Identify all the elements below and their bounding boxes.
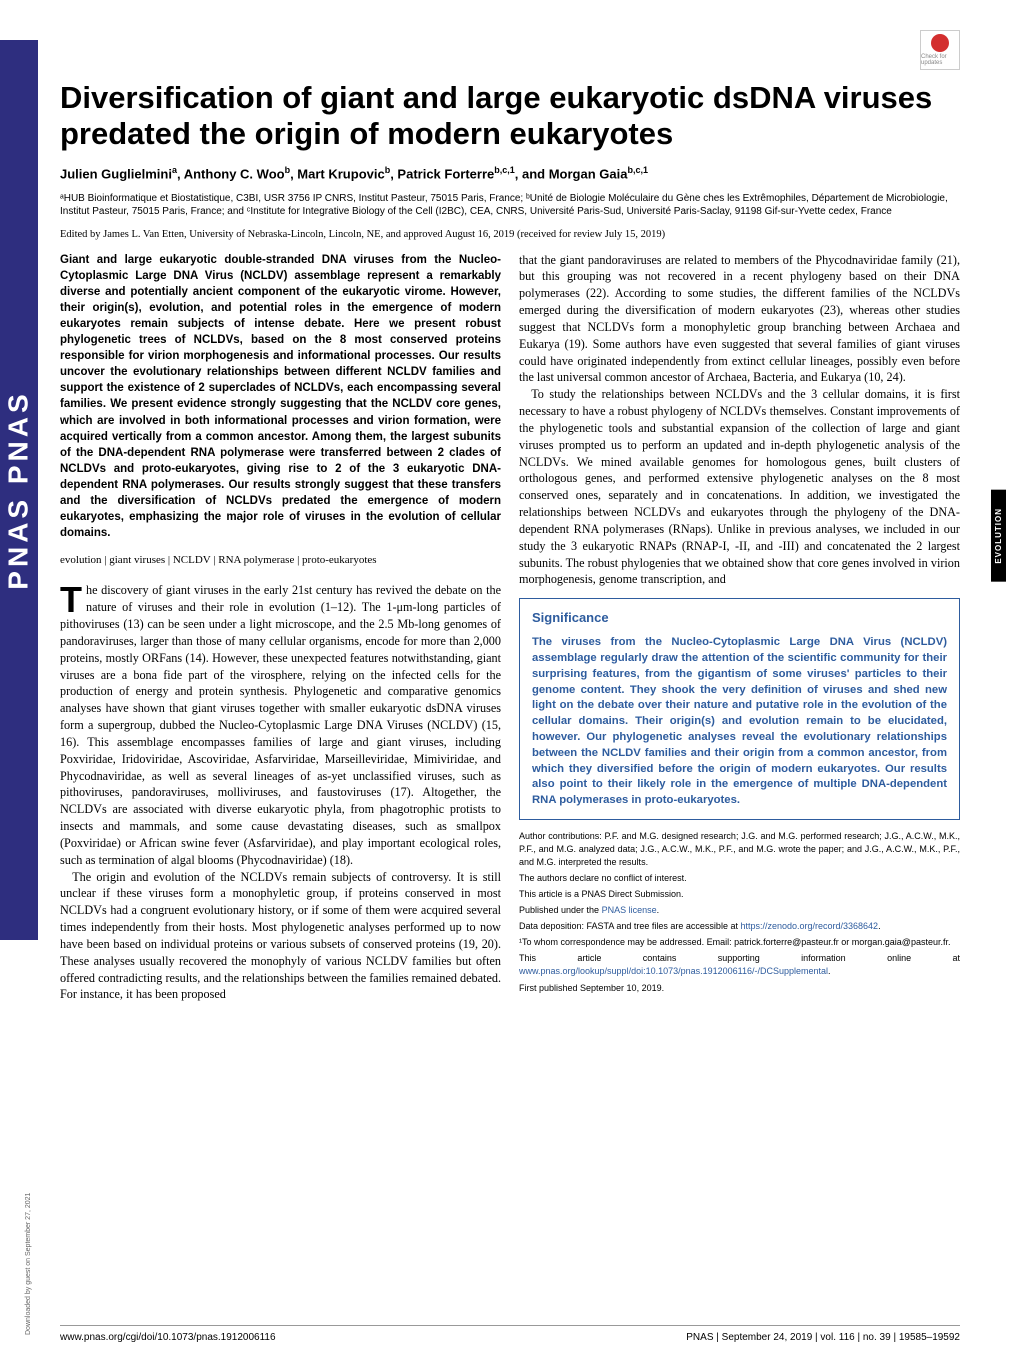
article-title: Diversification of giant and large eukar… xyxy=(60,80,960,151)
check-updates-badge[interactable]: Check for updates xyxy=(920,30,960,70)
left-column: Giant and large eukaryotic double-strand… xyxy=(60,252,501,1004)
page-content: Diversification of giant and large eukar… xyxy=(60,80,960,1003)
license-line: Published under the PNAS license. xyxy=(519,904,960,917)
direct-submission: This article is a PNAS Direct Submission… xyxy=(519,888,960,901)
footer-citation: PNAS | September 24, 2019 | vol. 116 | n… xyxy=(686,1332,960,1343)
body-paragraph-2: The origin and evolution of the NCLDVs r… xyxy=(60,869,501,1004)
section-label: EVOLUTION xyxy=(991,490,1006,582)
supp-info: This article contains supporting informa… xyxy=(519,952,960,978)
correspondence: ¹To whom correspondence may be addressed… xyxy=(519,936,960,949)
doi-link[interactable]: www.pnas.org/cgi/doi/10.1073/pnas.191200… xyxy=(60,1332,276,1343)
data-deposition: Data deposition: FASTA and tree files ar… xyxy=(519,920,960,933)
author-contributions: Author contributions: P.F. and M.G. desi… xyxy=(519,830,960,869)
check-updates-label: Check for updates xyxy=(921,54,959,66)
footnotes: Author contributions: P.F. and M.G. desi… xyxy=(519,830,960,995)
conflict-statement: The authors declare no conflict of inter… xyxy=(519,872,960,885)
footer-doi: www.pnas.org/cgi/doi/10.1073/pnas.191200… xyxy=(60,1332,276,1343)
body-p2-text: The origin and evolution of the NCLDVs r… xyxy=(60,870,501,1002)
supp-link[interactable]: www.pnas.org/lookup/suppl/doi:10.1073/pn… xyxy=(519,966,828,976)
right-column: that the giant pandoraviruses are relate… xyxy=(519,252,960,1004)
edited-by: Edited by James L. Van Etten, University… xyxy=(60,229,960,240)
two-column-layout: Giant and large eukaryotic double-strand… xyxy=(60,252,960,1004)
significance-body: The viruses from the Nucleo-Cytoplasmic … xyxy=(532,635,947,809)
check-updates-icon xyxy=(931,34,949,52)
dropcap: T xyxy=(60,582,86,615)
keywords: evolution | giant viruses | NCLDV | RNA … xyxy=(60,553,501,568)
data-link[interactable]: https://zenodo.org/record/3368642 xyxy=(740,921,878,931)
affiliations: ᵃHUB Bioinformatique et Biostatistique, … xyxy=(60,192,960,219)
page-footer: www.pnas.org/cgi/doi/10.1073/pnas.191200… xyxy=(60,1325,960,1343)
download-note: Downloaded by guest on September 27, 202… xyxy=(25,1193,32,1335)
body-paragraph-3: that the giant pandoraviruses are relate… xyxy=(519,252,960,387)
body-paragraph-1: The discovery of giant viruses in the ea… xyxy=(60,582,501,868)
significance-title: Significance xyxy=(532,609,947,627)
body-p1-text: he discovery of giant viruses in the ear… xyxy=(60,583,501,866)
first-published: First published September 10, 2019. xyxy=(519,982,960,995)
abstract: Giant and large eukaryotic double-strand… xyxy=(60,252,501,542)
license-link[interactable]: PNAS license xyxy=(602,905,657,915)
significance-box: Significance The viruses from the Nucleo… xyxy=(519,598,960,820)
pnas-side-banner: PNAS PNAS xyxy=(0,40,38,940)
pnas-banner-text: PNAS PNAS xyxy=(3,390,35,589)
authors: Julien Guglielminia, Anthony C. Woob, Ma… xyxy=(60,165,960,181)
body-paragraph-4: To study the relationships between NCLDV… xyxy=(519,386,960,588)
